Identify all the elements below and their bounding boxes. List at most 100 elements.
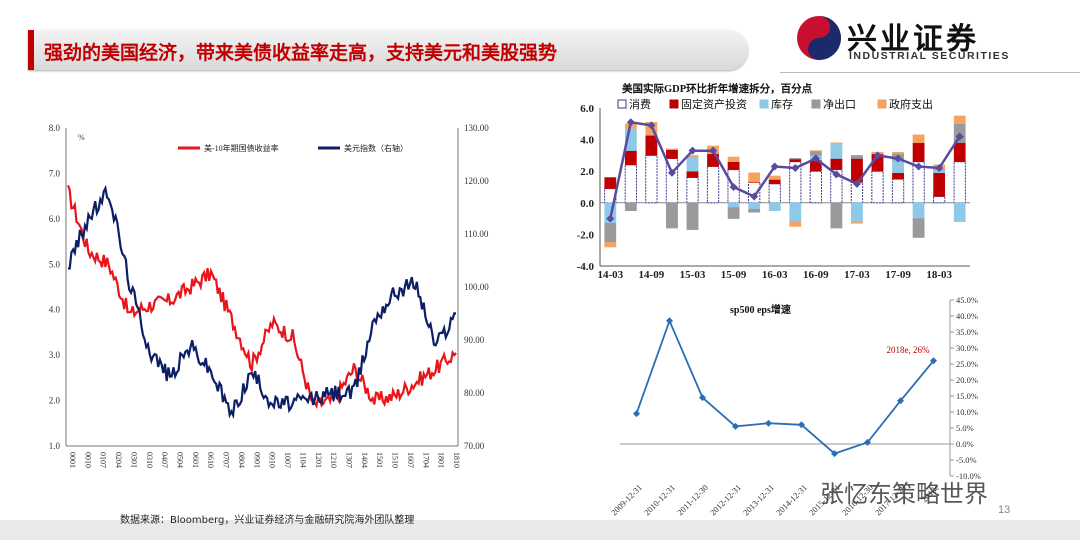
eps-y-tick-label: 35.0% [956,327,978,337]
gdp-bar-库存 [768,202,781,211]
gdp-bar-库存 [912,202,925,219]
x-tick-label: 1510 [391,452,400,468]
watermark: 张忆东策略世界 [820,480,988,508]
eps-x-tick-label: 2013-12-31 [741,482,776,517]
gdp-x-tick-label: 14-03 [597,269,623,278]
gdp-bar-固定资产投资 [892,172,904,180]
gdp-y-tick-label: -4.0 [577,261,595,273]
eps-y-tick-label: 45.0% [956,295,978,305]
gdp-bar-固定资产投资 [624,150,637,166]
left-tick-label: 8.0 [49,123,61,133]
gdp-x-tick-label: 15-09 [721,269,747,278]
gdp-point [935,164,944,173]
gdp-bar-净出口 [604,223,617,243]
left-tick-label: 1.0 [49,441,61,451]
eps-y-tick-label: 40.0% [956,311,978,321]
gdp-y-tick-label: -2.0 [577,229,595,241]
gdp-bar-库存 [830,142,843,159]
gdp-bar-政府支出 [666,148,678,150]
page-number: 13 [998,504,1011,516]
eps-y-tick-label: -5.0% [956,455,977,465]
x-tick-label: 1104 [298,452,307,468]
x-tick-label: 0310 [145,452,154,468]
gdp-point [750,192,759,201]
gdp-bar-净出口 [686,202,699,230]
gdp-bar-库存 [789,202,802,223]
gdp-bar-净出口 [624,202,637,211]
legend-label: 美元指数（右轴） [344,143,408,153]
gdp-bar-库存 [727,202,740,208]
x-tick-label: 0504 [176,452,185,468]
gdp-total-line [609,120,961,219]
gdp-point [688,146,697,155]
footer-bar [0,520,1080,540]
x-tick-label: 1810 [452,452,461,468]
company-logo: 兴业证券 INDUSTRIAL SECURITIES [795,14,1075,64]
x-tick-label: 1801 [437,452,446,468]
eps-y-tick-label: 25.0% [956,359,978,369]
gdp-bar-净出口 [830,202,843,229]
x-tick-label: 0010 [83,452,92,468]
gdp-bar-固定资产投资 [830,158,843,170]
gdp-point [852,179,861,188]
eps-annotation: 2018e, 26% [887,345,930,355]
eps-point [666,317,673,325]
x-tick-label: 1201 [314,452,323,468]
legend-label: 美-10年期国债收益率 [204,143,279,153]
gdp-bar-固定资产投资 [666,148,678,159]
eps-point [831,450,838,458]
yield-dxy-chart: 8.0 7.0 6.0 5.0 4.0 3.0 2.0 1.0 130.00 120.00 110.… [49,123,490,468]
gdp-bar-消费 [933,195,946,204]
x-tick-label: 1404 [360,452,369,468]
series-line-dxy [67,184,457,420]
eps-point [699,394,706,402]
gdp-chart-title: 美国实际GDP环比折年增速拆分，百分点 [622,82,813,95]
gdp-bar-固定资产投资 [604,177,617,189]
gdp-bar-净出口 [851,155,863,159]
gdp-bar-净出口 [912,218,925,238]
eps-y-tick-label: 5.0% [956,423,974,433]
eps-y-tick-label: 20.0% [956,375,978,385]
x-tick-label: 0901 [252,452,261,468]
gdp-bar-库存 [851,202,863,223]
gdp-bar-政府支出 [604,242,617,248]
gdp-bar-固定资产投资 [645,134,658,156]
gdp-bar-消费 [645,154,658,204]
logo-english: INDUSTRIAL SECURITIES [849,50,1010,62]
gdp-legend-swatch [811,99,821,109]
x-tick-label: 1501 [375,452,384,468]
eps-y-tick-label: 0.0% [956,439,974,449]
gdp-legend-swatch [877,99,887,109]
series-line-us10y [66,185,457,409]
left-tick-label: 4.0 [49,305,61,315]
x-tick-label: 0707 [222,452,231,468]
left-unit-label: % [78,133,85,142]
gdp-bar-固定资产投资 [686,170,699,178]
gdp-bar-消费 [953,161,966,204]
right-tick-label: 70.00 [464,441,485,451]
left-tick-label: 6.0 [49,214,61,224]
left-tick-label: 3.0 [49,350,61,360]
left-tick-label: 5.0 [49,259,61,269]
logo-chinese: 兴业证券 [847,22,979,57]
gdp-point [832,170,841,179]
eps-point [732,422,739,430]
gdp-bar-政府支出 [851,221,863,224]
eps-y-tick-label: -10.0% [956,471,981,481]
gdp-point [647,121,656,130]
gdp-bar-固定资产投资 [953,142,966,162]
data-source-note: 数据来源：Bloomberg，兴业证券经济与金融研究院海外团队整理 [120,515,415,526]
eps-x-tick-label: 2014-12-31 [774,482,809,517]
eps-y-tick-label: 10.0% [956,407,978,417]
x-tick-label: 0001 [68,452,77,468]
gdp-legend-swatch [617,99,627,109]
right-tick-label: 100.00 [464,282,489,292]
logo-swirl-icon [797,16,841,60]
gdp-bar-库存 [686,156,699,172]
x-tick-label: 0804 [237,452,246,468]
eps-x-tick-label: 2010-12-31 [642,482,677,517]
gdp-x-tick-label: 16-03 [762,269,788,278]
gdp-point [894,154,903,163]
gdp-point [791,164,800,173]
x-tick-label: 0301 [129,452,138,468]
